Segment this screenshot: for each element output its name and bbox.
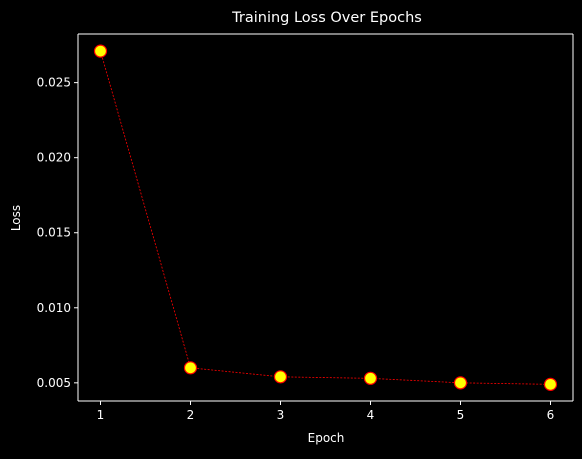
- data-point: [453, 376, 468, 390]
- y-tick-label: 0.015: [37, 226, 71, 240]
- x-tick-label: 4: [367, 408, 375, 422]
- y-tick-label: 0.010: [37, 301, 71, 315]
- chart-title: Training Loss Over Epochs: [231, 10, 422, 26]
- x-tick-label: 1: [97, 408, 105, 422]
- tick-marks: 1 2 3 4 5 6 0.005 0.010 0.015 0.020 0.025: [37, 76, 555, 422]
- axes: [77, 33, 574, 402]
- data-point: [363, 371, 378, 385]
- y-tick-label: 0.005: [37, 376, 71, 390]
- series: [93, 44, 558, 391]
- data-point: [183, 361, 198, 375]
- x-tick-label: 2: [187, 408, 195, 422]
- x-tick-label: 6: [547, 408, 555, 422]
- x-axis-label: Epoch: [308, 431, 345, 445]
- data-point: [93, 44, 108, 58]
- data-point: [543, 377, 558, 391]
- x-tick-label: 3: [277, 408, 285, 422]
- series-line: [100, 51, 551, 385]
- y-tick-label: 0.025: [37, 76, 71, 90]
- y-axis-label: Loss: [9, 205, 23, 231]
- y-tick-label: 0.020: [37, 151, 71, 165]
- x-tick-label: 5: [457, 408, 465, 422]
- data-point: [273, 370, 288, 384]
